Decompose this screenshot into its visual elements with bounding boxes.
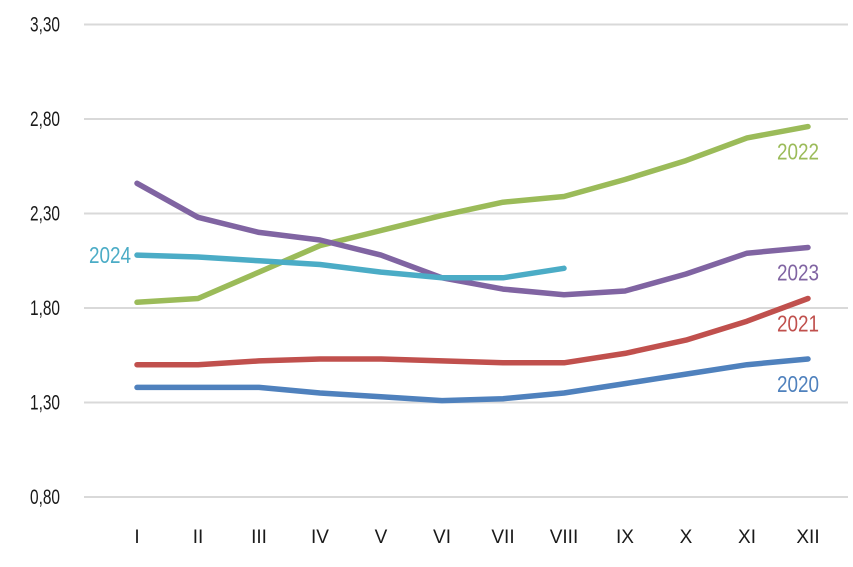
y-tick-label: 0,80 bbox=[30, 486, 60, 509]
series-label-2020: 2020 bbox=[777, 371, 819, 397]
x-tick-label-IX: IX bbox=[616, 527, 634, 548]
x-tick-label-VIII: VIII bbox=[550, 527, 579, 548]
y-tick-label: 2,30 bbox=[30, 203, 60, 226]
series-line-2023 bbox=[134, 180, 811, 298]
y-tick-label: 2,80 bbox=[30, 108, 60, 131]
series-label-2024: 2024 bbox=[89, 242, 131, 268]
series-label-2022: 2022 bbox=[777, 139, 819, 165]
series-line-2022 bbox=[134, 123, 811, 306]
series-line-2024 bbox=[134, 252, 567, 281]
y-tick-label: 3,30 bbox=[30, 14, 60, 37]
x-tick-label-II: II bbox=[193, 527, 204, 548]
x-tick-label-VII: VII bbox=[491, 527, 514, 548]
x-tick-label-X: X bbox=[680, 527, 693, 548]
series-label-2023: 2023 bbox=[777, 260, 819, 286]
y-tick-label: 1,30 bbox=[30, 392, 60, 415]
x-tick-label-IV: IV bbox=[311, 527, 329, 548]
x-tick-label-III: III bbox=[251, 527, 267, 548]
y-tick-label: 1,80 bbox=[30, 297, 60, 320]
x-tick-label-I: I bbox=[134, 527, 139, 548]
x-tick-label-V: V bbox=[375, 527, 388, 548]
series-line-2020 bbox=[134, 356, 811, 404]
x-tick-label-VI: VI bbox=[433, 527, 451, 548]
series-label-2021: 2021 bbox=[777, 311, 819, 337]
x-tick-label-XI: XI bbox=[738, 527, 756, 548]
series-line-2021 bbox=[134, 295, 811, 368]
x-tick-label-XII: XII bbox=[796, 527, 819, 548]
